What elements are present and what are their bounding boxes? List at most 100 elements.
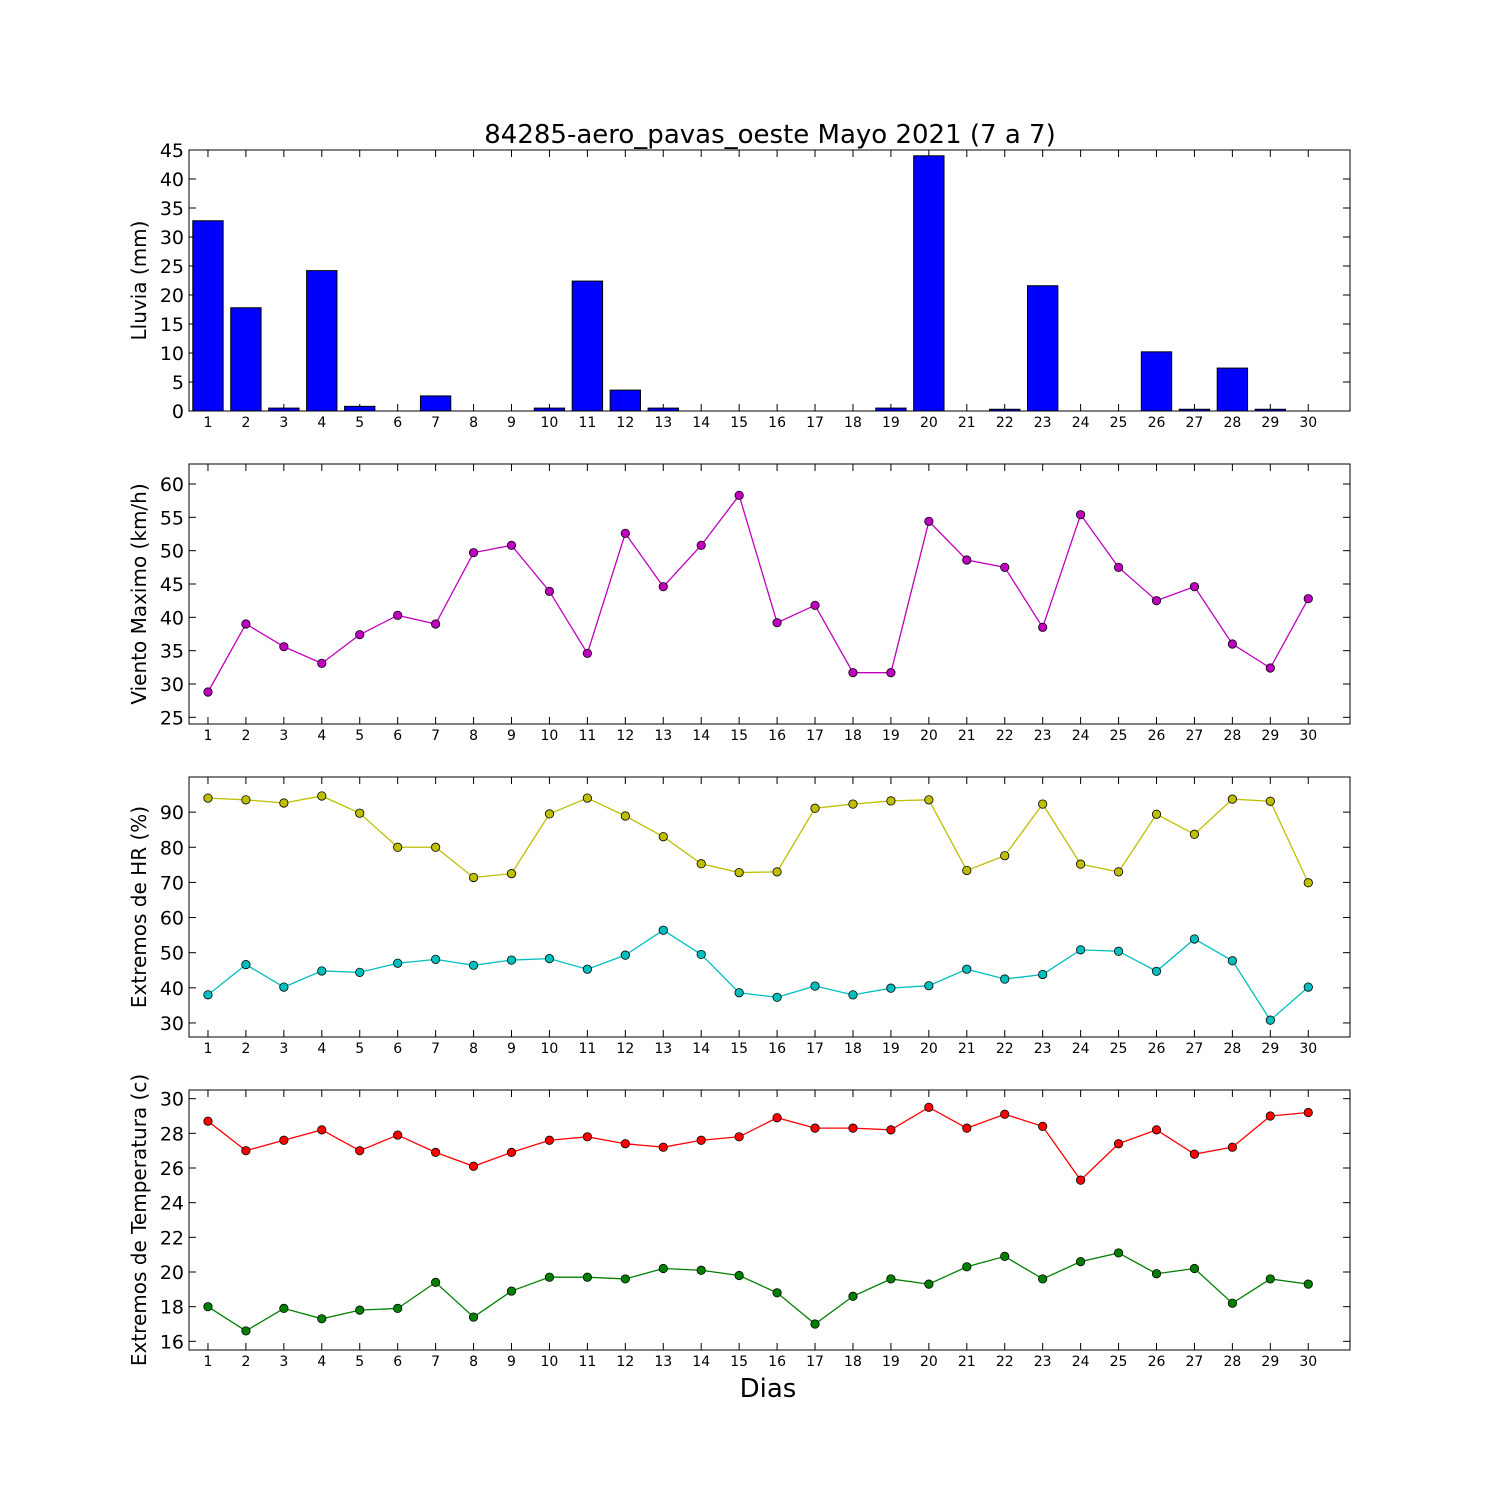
series-1-point-day-27 xyxy=(1189,829,1200,839)
series-1-point-day-2 xyxy=(241,1146,251,1156)
x-tick-label: 14 xyxy=(692,1354,710,1370)
x-tick-label: 20 xyxy=(920,728,938,744)
series-1-point-day-20 xyxy=(924,516,934,526)
series-2-point-day-5 xyxy=(355,1305,365,1315)
bar-day-1 xyxy=(192,220,224,412)
series-1-point-day-18 xyxy=(848,1123,858,1133)
series-1-point-day-23 xyxy=(1038,622,1048,632)
x-tick-label: 24 xyxy=(1072,1354,1090,1370)
series-1-point-day-4 xyxy=(317,658,327,668)
series-2-point-day-7 xyxy=(431,954,441,964)
y-tick-label: 24 xyxy=(160,1193,184,1215)
series-1-point-day-19 xyxy=(886,1125,896,1135)
series-1-point-day-2 xyxy=(241,619,251,629)
y-tick-label: 35 xyxy=(160,198,184,220)
x-tick-label: 1 xyxy=(204,1041,213,1057)
x-tick-label: 12 xyxy=(616,415,634,431)
series-2-point-day-20 xyxy=(924,981,934,991)
series-line-2 xyxy=(207,929,1309,1022)
x-tick-label: 8 xyxy=(469,728,478,744)
series-1-point-day-17 xyxy=(810,1123,820,1133)
bar-day-3 xyxy=(268,407,300,412)
y-tick-label: 30 xyxy=(160,674,184,696)
y-tick-label: 60 xyxy=(160,908,184,930)
y-axis-label: Viento Maximo (km/h) xyxy=(127,483,151,704)
x-tick-label: 10 xyxy=(541,728,559,744)
x-tick-label: 30 xyxy=(1299,1041,1317,1057)
series-2-point-day-21 xyxy=(962,1262,972,1272)
x-tick-label: 4 xyxy=(317,1041,326,1057)
x-tick-label: 3 xyxy=(279,415,288,431)
series-2-point-day-8 xyxy=(468,960,479,970)
x-tick-label: 6 xyxy=(393,728,402,744)
x-tick-label: 9 xyxy=(507,1041,516,1057)
series-1-point-day-11 xyxy=(582,793,592,803)
x-tick-label: 22 xyxy=(996,1354,1014,1370)
series-1-point-day-7 xyxy=(431,619,441,629)
x-tick-label: 20 xyxy=(920,1041,938,1057)
x-tick-label: 21 xyxy=(958,1041,976,1057)
x-tick-label: 29 xyxy=(1261,1041,1279,1057)
x-tick-label: 4 xyxy=(317,1354,326,1370)
y-tick-label: 35 xyxy=(160,641,184,663)
series-1-point-day-15 xyxy=(734,867,744,878)
series-2-point-day-20 xyxy=(924,1279,934,1289)
series-1-point-day-7 xyxy=(431,842,441,852)
series-2-point-day-12 xyxy=(620,1274,630,1284)
series-1-point-day-21 xyxy=(962,1123,972,1133)
series-2-point-day-19 xyxy=(886,983,896,993)
y-tick-label: 22 xyxy=(160,1227,184,1249)
series-1-point-day-18 xyxy=(848,668,858,678)
bar-day-12 xyxy=(609,389,641,412)
series-1-point-day-5 xyxy=(355,808,365,818)
y-tick-label: 0 xyxy=(172,401,184,423)
series-1-point-day-23 xyxy=(1038,799,1048,809)
series-1-point-day-12 xyxy=(620,528,630,538)
x-tick-label: 27 xyxy=(1186,1041,1204,1057)
series-2-point-day-18 xyxy=(848,1291,858,1301)
x-tick-label: 23 xyxy=(1034,728,1052,744)
series-1-point-day-23 xyxy=(1038,1121,1048,1132)
x-tick-label: 13 xyxy=(654,1041,672,1057)
x-tick-label: 23 xyxy=(1034,1354,1052,1370)
series-1-point-day-8 xyxy=(468,548,479,558)
x-tick-label: 23 xyxy=(1034,1041,1052,1057)
series-1-point-day-5 xyxy=(355,1146,365,1156)
series-1-point-day-16 xyxy=(772,618,782,628)
x-tick-label: 9 xyxy=(507,728,516,744)
series-1-point-day-6 xyxy=(393,610,403,620)
series-1-point-day-28 xyxy=(1227,639,1237,649)
bar-day-4 xyxy=(306,270,338,412)
x-tick-label: 3 xyxy=(279,1354,288,1370)
x-tick-label: 29 xyxy=(1261,1354,1279,1370)
series-1-point-day-26 xyxy=(1151,809,1162,819)
y-tick-label: 28 xyxy=(160,1123,184,1145)
bar-day-2 xyxy=(230,307,262,412)
y-tick-label: 70 xyxy=(160,872,184,894)
series-1-point-day-8 xyxy=(468,872,479,883)
series-1-point-day-29 xyxy=(1265,1111,1275,1121)
series-1-point-day-9 xyxy=(506,1147,517,1158)
x-tick-label: 28 xyxy=(1223,1041,1241,1057)
x-tick-label: 16 xyxy=(768,728,786,744)
bar-day-28 xyxy=(1216,367,1249,412)
x-tick-label: 18 xyxy=(844,1354,862,1370)
bar-day-10 xyxy=(533,407,566,412)
x-tick-label: 24 xyxy=(1072,1041,1090,1057)
x-tick-label: 7 xyxy=(431,1354,440,1370)
x-tick-label: 4 xyxy=(317,415,326,431)
x-tick-label: 2 xyxy=(241,728,250,744)
series-line-1 xyxy=(207,493,1309,693)
series-2-point-day-8 xyxy=(468,1312,479,1322)
y-axis-label: Lluvia (mm) xyxy=(127,221,151,341)
series-1-point-day-28 xyxy=(1227,794,1237,804)
series-1-point-day-1 xyxy=(203,1116,213,1126)
series-line-1 xyxy=(207,795,1309,884)
series-1-point-day-30 xyxy=(1303,878,1313,888)
y-tick-label: 40 xyxy=(160,169,184,191)
series-2-point-day-3 xyxy=(279,982,289,992)
series-2-point-day-14 xyxy=(696,1265,706,1275)
y-tick-label: 50 xyxy=(160,541,184,563)
series-1-point-day-25 xyxy=(1113,1139,1124,1149)
